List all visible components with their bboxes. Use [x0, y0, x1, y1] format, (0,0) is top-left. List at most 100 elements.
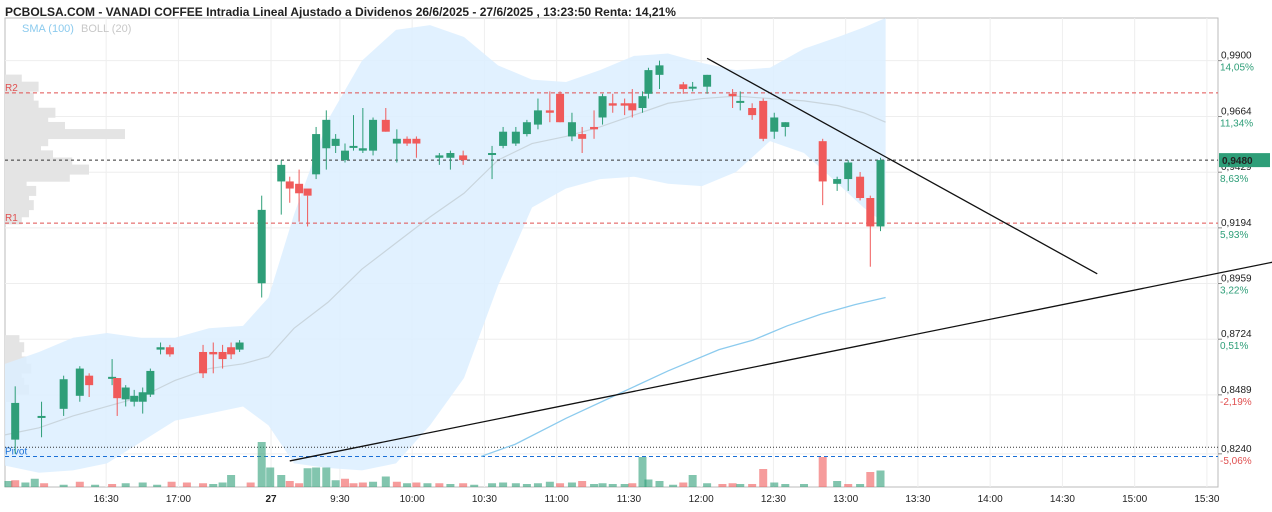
volume-bar	[748, 484, 757, 487]
candle-body	[866, 198, 875, 227]
volume-bar	[4, 481, 13, 487]
level-lines: R2 R1 Pivot	[5, 83, 1218, 457]
volume-bar	[121, 483, 130, 487]
y-tick-percent: 0,51%	[1220, 341, 1248, 352]
candle-body	[227, 347, 236, 355]
volume-bar	[556, 483, 565, 487]
candle-body	[369, 119, 378, 151]
volume-bar	[655, 481, 664, 487]
volume-profile-bar	[5, 193, 29, 204]
volume-bar	[412, 482, 421, 487]
last-price-label: 0,9480	[1222, 156, 1253, 167]
candle-body	[759, 100, 768, 139]
r1-label: R1	[5, 213, 18, 224]
volume-bar	[266, 467, 275, 487]
volume-bar	[736, 484, 745, 487]
candle-body	[511, 131, 520, 144]
boll-middle-line	[4, 95, 886, 436]
candle-body	[392, 138, 401, 144]
y-tick-label: 0,9429	[1221, 162, 1252, 173]
candle-body	[285, 181, 294, 189]
candle-body	[277, 164, 286, 182]
x-tick-label: 12:30	[761, 494, 786, 505]
volume-bar	[644, 479, 653, 487]
volume-bar	[209, 484, 218, 487]
volume-profile-bar	[5, 164, 89, 175]
candle-body	[341, 150, 349, 161]
volume-bar	[277, 475, 286, 487]
candle-body	[156, 347, 165, 350]
volume-bar	[227, 475, 236, 487]
volume-bar	[545, 481, 554, 487]
candle-body	[608, 103, 617, 106]
candle-body	[856, 176, 865, 199]
candle-body	[833, 179, 842, 184]
volume-bar	[833, 481, 842, 487]
volume-bar	[392, 481, 401, 487]
candle-body	[138, 392, 147, 402]
y-tick-percent: 14,05%	[1220, 63, 1254, 74]
volume-bar	[331, 480, 340, 487]
y-tick-label: 0,8724	[1221, 329, 1252, 340]
volume-bar	[669, 484, 678, 487]
candle-body	[533, 110, 542, 125]
volume-bar	[381, 476, 390, 487]
volume-bar	[108, 484, 117, 487]
trendlines	[289, 57, 1272, 462]
candle-body	[598, 96, 607, 118]
volume-bar	[688, 475, 697, 487]
volume-bar	[866, 472, 875, 487]
candle-body	[620, 103, 629, 106]
candle-body	[165, 347, 174, 355]
candles	[11, 60, 885, 454]
y-tick-label: 0,8489	[1221, 385, 1252, 396]
y-tick-label: 0,8240	[1221, 444, 1252, 455]
volume-bar	[728, 483, 737, 487]
candle-body	[748, 108, 757, 116]
sma-line	[480, 296, 886, 458]
boll-band	[5, 18, 886, 473]
volume-bar	[759, 469, 768, 487]
volume-bar	[40, 483, 49, 487]
volume-bar	[800, 484, 808, 487]
volume-profile-bar	[5, 207, 29, 218]
volume-bar	[844, 484, 853, 487]
x-tick-label: 27	[265, 494, 277, 505]
y-tick-percent: 3,22%	[1220, 286, 1248, 297]
volume-bar	[257, 442, 266, 487]
candle-body	[545, 110, 554, 113]
x-tick-label: 10:30	[472, 494, 497, 505]
volume-profile-bar	[5, 114, 49, 125]
volume-profile-bar	[5, 349, 22, 360]
x-tick-label: 11:30	[617, 494, 642, 505]
candle-body	[235, 342, 244, 350]
volume-bar	[590, 484, 599, 487]
volume-bar	[446, 484, 455, 487]
volume-bar	[499, 482, 508, 487]
volume-bar	[533, 483, 542, 487]
candle-body	[108, 376, 117, 379]
volume-profile-bar	[5, 200, 34, 211]
volume-bar	[638, 457, 647, 487]
candle-body	[11, 402, 20, 440]
x-tick-label: 11:00	[545, 494, 570, 505]
candle-body	[75, 368, 84, 396]
candle-body	[257, 209, 266, 284]
legend: SMA (100) BOLL (20)	[22, 23, 131, 35]
x-tick-label: 12:00	[689, 494, 714, 505]
legend-sma: SMA (100)	[22, 23, 74, 35]
volume-profile-bar	[5, 143, 41, 154]
candle-body	[146, 370, 155, 395]
volume-bar	[59, 484, 68, 487]
candle-body	[412, 138, 421, 144]
volume-profile-bar	[5, 178, 27, 189]
volume-bar	[876, 470, 885, 487]
x-tick-label: 15:00	[1122, 494, 1147, 505]
volume-bar	[511, 483, 520, 487]
volume-profile-bar	[5, 86, 29, 97]
x-tick-label: 14:00	[978, 494, 1003, 505]
candle-body	[818, 141, 827, 182]
candle-body	[459, 155, 468, 161]
x-tick-label: 15:30	[1194, 494, 1219, 505]
